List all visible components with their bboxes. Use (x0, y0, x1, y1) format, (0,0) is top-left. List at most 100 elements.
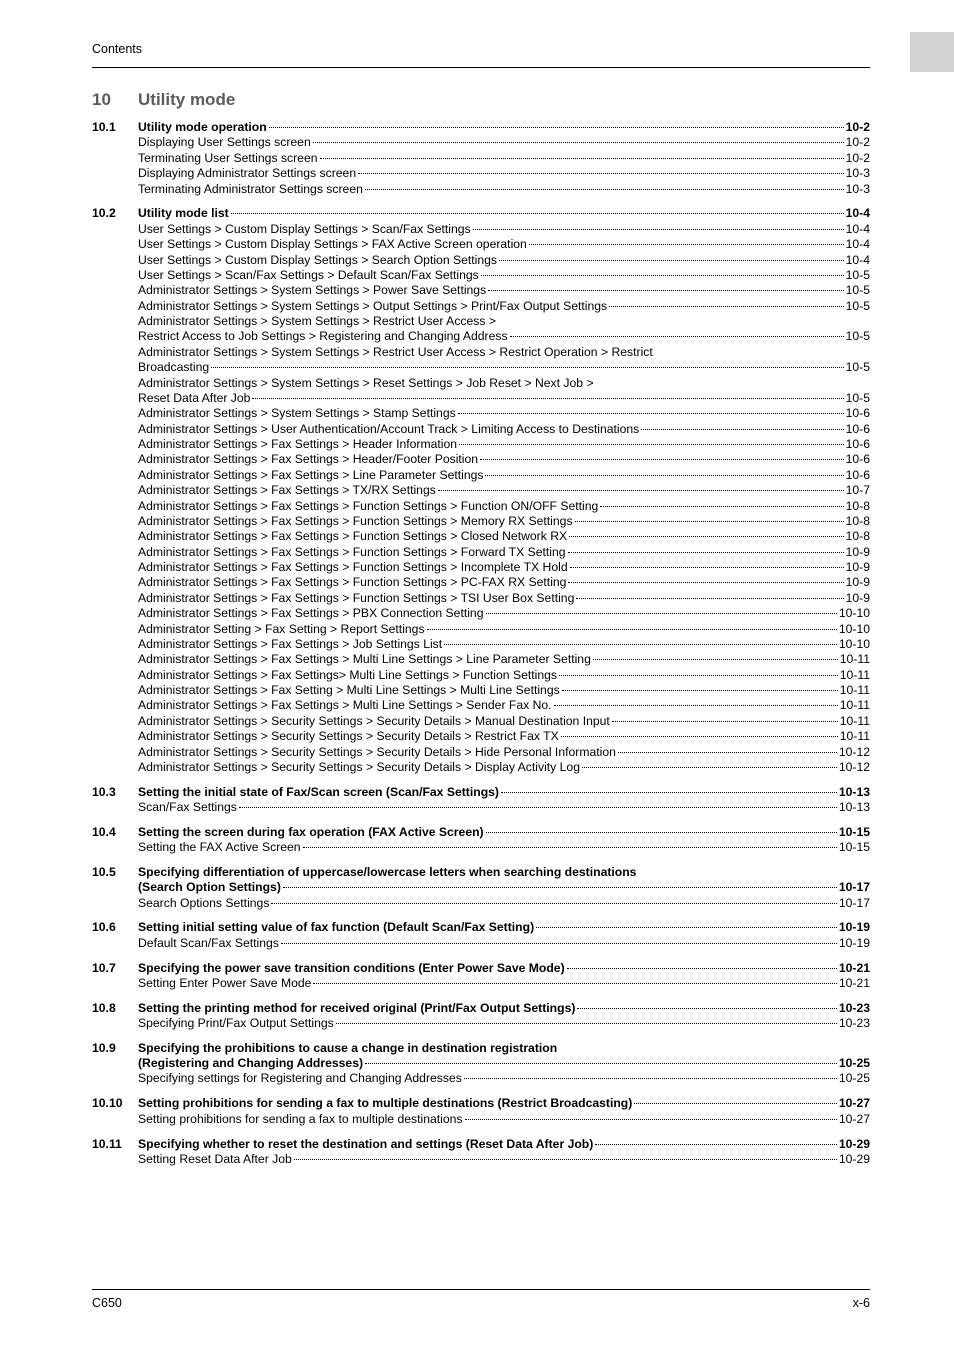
toc-entry-row: Specifying settings for Registering and … (138, 1071, 870, 1086)
toc-section-title: Setting initial setting value of fax fun… (138, 920, 534, 935)
toc-section-body: Utility mode operation10-2Displaying Use… (138, 120, 870, 196)
toc-section: 10.5Specifying differentiation of upperc… (92, 865, 870, 910)
toc-entry-text: User Settings > Custom Display Settings … (138, 237, 527, 252)
toc-entry-row: Administrator Settings > User Authentica… (138, 422, 870, 437)
toc-entry-text: Administrator Settings > System Settings… (138, 299, 607, 314)
toc-entry-page: 10-10 (839, 606, 870, 621)
toc-entry-page: 10-5 (846, 299, 870, 314)
toc-entry-row: Administrator Settings > System Settings… (138, 406, 870, 421)
toc-entry-page: 10-9 (846, 545, 870, 560)
leader-dots (568, 552, 844, 553)
toc-entry-text: Administrator Settings > Fax Settings > … (138, 545, 566, 560)
toc-entry-page: 10-4 (846, 253, 870, 268)
toc-entry-text: Administrator Settings > Fax Setting > M… (138, 683, 560, 698)
leader-dots (595, 1144, 837, 1145)
toc-entry-row: Administrator Settings > Security Settin… (138, 745, 870, 760)
leader-dots (459, 444, 844, 445)
toc-entry-row: Administrator Settings > Fax Settings > … (138, 575, 870, 590)
toc-section: 10.4Setting the screen during fax operat… (92, 825, 870, 855)
toc-entry-page: 10-4 (846, 237, 870, 252)
leader-dots (612, 721, 838, 722)
leader-dots (303, 847, 837, 848)
toc-section-body: Setting the printing method for received… (138, 1001, 870, 1031)
toc-entry-page: 10-12 (839, 760, 870, 775)
toc-entry-text: Specifying Print/Fax Output Settings (138, 1016, 334, 1031)
toc-section-number: 10.6 (92, 920, 138, 934)
toc-entry-text: Terminating User Settings screen (138, 151, 318, 166)
leader-dots (464, 1078, 837, 1079)
toc-entry-page: 10-10 (839, 622, 870, 637)
toc-entry-line: Administrator Settings > System Settings… (138, 314, 870, 329)
leader-dots (336, 1023, 837, 1024)
toc-section-number: 10.1 (92, 120, 138, 134)
toc-entry-text: Administrator Settings > Fax Settings > … (138, 437, 457, 452)
leader-dots (575, 521, 844, 522)
toc-entry-page: 10-15 (839, 840, 870, 855)
leader-dots (634, 1103, 837, 1104)
toc-entry-page: 10-17 (839, 896, 870, 911)
toc-entry-row: Administrator Settings > Security Settin… (138, 760, 870, 775)
toc-entry-text: Administrator Settings > Fax Settings > … (138, 499, 598, 514)
leader-dots (582, 767, 837, 768)
toc-section: 10.3Setting the initial state of Fax/Sca… (92, 785, 870, 815)
toc-entry-page: 10-25 (839, 1071, 870, 1086)
toc-section-title-row: Setting the screen during fax operation … (138, 825, 870, 840)
toc-entry-text: Specifying settings for Registering and … (138, 1071, 462, 1086)
toc-section-title: Setting the screen during fax operation … (138, 825, 484, 840)
toc-section-number: 10.4 (92, 825, 138, 839)
toc-entry-text: Scan/Fax Settings (138, 800, 237, 815)
toc-entry-page: 10-6 (846, 468, 870, 483)
leader-dots (570, 567, 844, 568)
toc-section-title-row: (Search Option Settings)10-17 (138, 880, 870, 895)
toc-entry-text: Administrator Settings > Fax Settings > … (138, 637, 442, 652)
toc-entry-text: User Settings > Custom Display Settings … (138, 222, 471, 237)
toc-section-title: Specifying the prohibitions to cause a c… (138, 1041, 557, 1055)
toc-entry-text: Administrator Settings > Fax Settings > … (138, 652, 591, 667)
toc-entry-page: 10-5 (846, 268, 870, 283)
leader-dots (211, 367, 843, 368)
toc-entry-text: Administrator Settings > Fax Settings> M… (138, 668, 557, 683)
toc-entry-page: 10-2 (846, 151, 870, 166)
toc-entry-row: Administrator Settings > Fax Settings > … (138, 437, 870, 452)
toc-entry-text: Administrator Settings > System Settings… (138, 406, 456, 421)
toc-section-number: 10.9 (92, 1041, 138, 1055)
toc-entry-row: Setting Enter Power Save Mode10-21 (138, 976, 870, 991)
toc-entry-row: Administrator Settings > Fax Settings> M… (138, 668, 870, 683)
footer-left: C650 (92, 1296, 122, 1310)
toc-section-title: Utility mode operation (138, 120, 267, 135)
toc-section-number: 10.3 (92, 785, 138, 799)
toc-entry-page: 10-11 (840, 729, 870, 744)
toc-entry-row: Setting prohibitions for sending a fax t… (138, 1112, 870, 1127)
toc-entry-page: 10-13 (839, 800, 870, 815)
toc-section-title-row: Setting the printing method for received… (138, 1001, 870, 1016)
toc-entry-row: Administrator Settings > System Settings… (138, 283, 870, 298)
toc-entry-row: Administrator Settings > Fax Settings > … (138, 637, 870, 652)
toc-section-body: Specifying differentiation of uppercase/… (138, 865, 870, 910)
leader-dots (320, 158, 844, 159)
toc-section-title: (Search Option Settings) (138, 880, 281, 895)
leader-dots (231, 213, 844, 214)
toc-entry-text: Administrator Settings > Fax Settings > … (138, 575, 566, 590)
toc-entry-text: Administrator Settings > Fax Settings > … (138, 560, 568, 575)
toc-section-body: Setting the initial state of Fax/Scan sc… (138, 785, 870, 815)
toc-entry-text: Setting prohibitions for sending a fax t… (138, 1112, 463, 1127)
toc-section-title-row: Specifying whether to reset the destinat… (138, 1137, 870, 1152)
leader-dots (486, 832, 837, 833)
chapter-title: Utility mode (138, 90, 235, 110)
leader-dots (281, 943, 837, 944)
toc-entry-text: Administrator Settings > Fax Settings > … (138, 529, 567, 544)
leader-dots (593, 659, 838, 660)
toc-entry-page: 10-3 (846, 166, 870, 181)
toc-entry-page: 10-10 (839, 637, 870, 652)
toc-entry-row: Default Scan/Fax Settings10-19 (138, 936, 870, 951)
side-tab (910, 32, 954, 72)
leader-dots (358, 173, 843, 174)
leader-dots (501, 792, 837, 793)
leader-dots (567, 968, 837, 969)
toc-entry-text: Administrator Settings > System Settings… (138, 376, 594, 390)
toc-entry-page: 10-2 (846, 135, 870, 150)
toc-entry-row: Administrator Settings > Fax Settings > … (138, 529, 870, 544)
toc-entry-text: Broadcasting (138, 360, 209, 375)
toc-entry-text: Search Options Settings (138, 896, 269, 911)
leader-dots (294, 1159, 837, 1160)
